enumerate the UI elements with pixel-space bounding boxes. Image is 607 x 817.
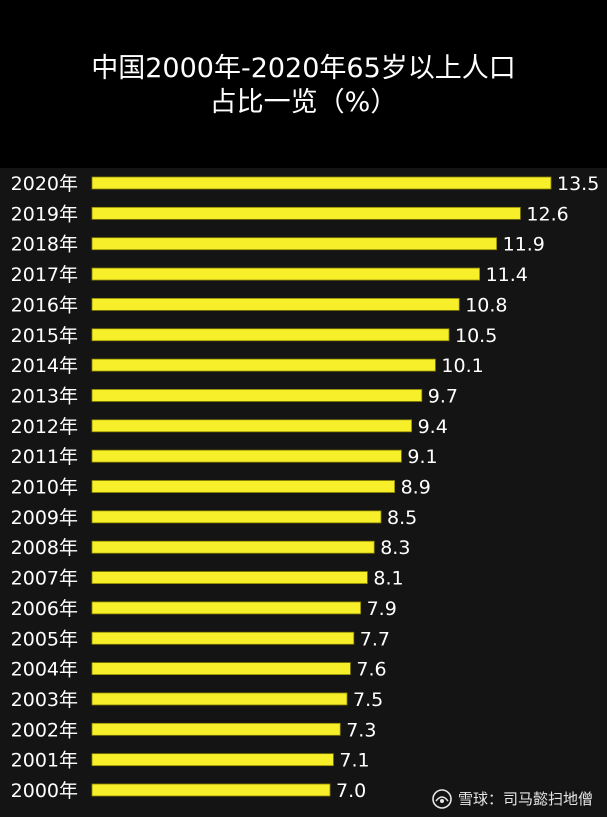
bar (91, 328, 450, 342)
bar (91, 753, 334, 767)
category-label: 2011年 (11, 446, 78, 468)
category-label: 2017年 (11, 264, 78, 286)
chart-panel: 2020年 13.5 2019年 12.6 2018年 11.9 2017年 11.4 2016… (0, 168, 607, 817)
category-label: 2006年 (11, 598, 78, 620)
watermark: 雪球：司马懿扫地僧 (432, 788, 593, 809)
category-label: 2014年 (11, 355, 78, 377)
category-label: 2010年 (11, 477, 78, 499)
chart-title: 中国2000年-2020年65岁以上人口 占比一览（%） (0, 52, 607, 120)
value-label: 8.9 (401, 477, 431, 499)
snowball-logo-icon (432, 788, 452, 809)
category-label: 2009年 (11, 507, 78, 529)
category-label: 2019年 (11, 203, 78, 225)
category-label: 2004年 (11, 659, 78, 681)
value-label: 10.1 (441, 355, 483, 377)
bar (91, 662, 351, 676)
category-label: 2005年 (11, 628, 78, 650)
category-label: 2013年 (11, 385, 78, 407)
category-label: 2000年 (11, 780, 78, 802)
value-label: 7.1 (339, 750, 369, 772)
category-label: 2008年 (11, 537, 78, 559)
chart-title-line-2: 占比一览（%） (209, 87, 398, 118)
bar-chart: 2020年 13.5 2019年 12.6 2018年 11.9 2017年 11.4 2016… (11, 173, 600, 802)
value-label: 13.5 (557, 173, 599, 195)
value-label: 8.3 (380, 537, 410, 559)
chart-title-line-1: 中国2000年-2020年65岁以上人口 (91, 53, 516, 84)
bar (91, 206, 521, 220)
value-label: 7.3 (346, 719, 376, 741)
value-label: 11.4 (486, 264, 528, 286)
value-label: 8.5 (387, 507, 417, 529)
category-label: 2002年 (11, 719, 78, 741)
category-label: 2016年 (11, 294, 78, 316)
bar (91, 389, 423, 402)
value-label: 10.8 (465, 294, 507, 316)
bar (91, 176, 552, 190)
value-label: 7.6 (356, 659, 386, 681)
value-label: 12.6 (526, 203, 568, 225)
value-label: 7.9 (367, 598, 397, 620)
value-label: 10.5 (455, 325, 497, 347)
bar (91, 449, 402, 463)
bar (91, 540, 375, 554)
bar (91, 722, 341, 736)
value-label: 7.5 (353, 689, 383, 711)
bar (91, 419, 413, 433)
category-label: 2018年 (11, 234, 78, 256)
bar (91, 480, 396, 493)
value-label: 9.4 (418, 416, 448, 438)
category-label: 2015年 (11, 325, 78, 347)
value-label: 11.9 (503, 234, 545, 256)
bar (91, 297, 460, 311)
bar (91, 237, 498, 251)
bar (91, 267, 481, 281)
bar (91, 601, 362, 615)
watermark-text: 雪球：司马懿扫地僧 (457, 790, 593, 808)
bar (91, 631, 355, 645)
bar (91, 692, 348, 706)
value-label: 7.7 (360, 628, 390, 650)
category-label: 2007年 (11, 568, 78, 590)
category-label: 2020年 (11, 173, 78, 195)
category-label: 2012年 (11, 416, 78, 438)
value-label: 8.1 (373, 568, 403, 590)
bar (91, 510, 382, 524)
value-label: 9.7 (428, 385, 458, 407)
bar (91, 783, 331, 797)
category-label: 2001年 (11, 750, 78, 772)
value-label: 7.0 (336, 780, 366, 802)
bar (91, 358, 436, 372)
value-label: 9.1 (407, 446, 437, 468)
bar (91, 571, 368, 584)
category-label: 2003年 (11, 689, 78, 711)
